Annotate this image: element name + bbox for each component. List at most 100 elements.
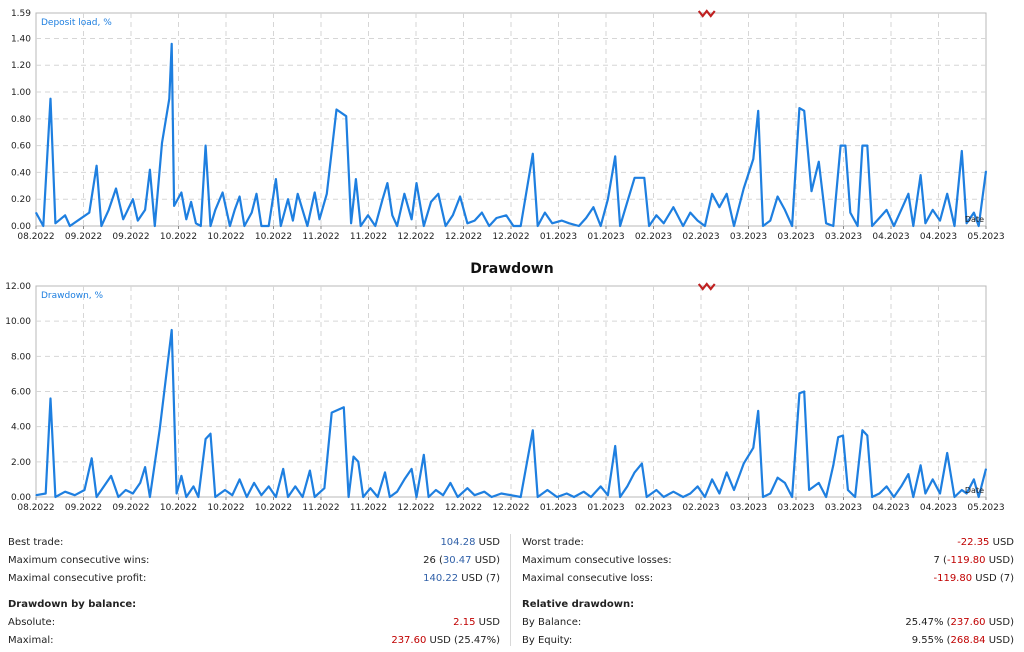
data-point [437, 193, 439, 195]
data-point [318, 218, 321, 220]
data-point [614, 155, 616, 157]
x-tick-label: 10.2022 [255, 503, 292, 513]
data-point [457, 496, 459, 498]
data-point [144, 209, 146, 211]
plot-frame [35, 12, 987, 227]
data-point [280, 225, 282, 227]
data-point [176, 492, 178, 495]
absolute-drawdown-unit: USD [478, 617, 500, 628]
data-point [103, 485, 105, 487]
max-consec-losses-value: -119.80 [946, 555, 986, 566]
data-point [35, 494, 37, 496]
data-point [209, 433, 212, 435]
data-point [224, 489, 226, 491]
data-point [442, 494, 444, 496]
x-tick-label: 04.2023 [920, 232, 957, 242]
data-point [752, 447, 754, 449]
data-point [607, 494, 609, 496]
data-point [466, 487, 468, 489]
y-tick-label: 0.60 [11, 142, 31, 152]
data-point [777, 195, 779, 198]
data-point [520, 496, 522, 498]
data-point [149, 169, 151, 171]
data-point [185, 496, 187, 498]
data-point [474, 220, 476, 222]
by-equity-percent: 9.55% ( [911, 635, 951, 646]
drawdown-chart: 0.00 2.00 4.00 6.00 8.00 10.00 12.00 08.2022 09.… [5, 282, 1004, 513]
data-point [139, 482, 141, 484]
data-point [382, 198, 384, 200]
y-tick-label: 10.00 [5, 317, 31, 327]
data-point [607, 198, 609, 200]
data-point [234, 209, 236, 211]
max-consec-wins-label: Maximum consecutive wins: [8, 555, 150, 566]
data-point [900, 209, 902, 211]
x-tick-label: 12.2022 [445, 503, 482, 513]
y-tick-label: 2.00 [11, 458, 31, 468]
data-point [357, 461, 359, 463]
x-tick-label: 10.2022 [207, 232, 244, 242]
data-point [798, 392, 801, 394]
data-point [777, 477, 779, 479]
data-point [847, 489, 849, 491]
max-consec-wins-unit: USD) [471, 555, 500, 566]
data-point [391, 214, 393, 216]
data-point [726, 193, 728, 195]
absolute-drawdown-row: Absolute: 2.15 USD [8, 614, 500, 632]
x-tick-label: 01.2023 [587, 503, 624, 513]
by-balance-row: By Balance: 25.47% (237.60 USD) [522, 614, 1014, 632]
x-tick-label: 04.2023 [872, 503, 909, 513]
relative-drawdown-heading: Relative drawdown: [522, 599, 635, 610]
data-point [132, 492, 134, 495]
data-point [481, 212, 483, 214]
data-point [854, 496, 856, 498]
max-consec-losses-label: Maximum consecutive losses: [522, 555, 672, 566]
data-point [961, 150, 963, 152]
x-tick-label: 09.2022 [65, 232, 102, 242]
data-point [403, 478, 405, 480]
data-point [117, 496, 119, 498]
data-point [483, 491, 485, 493]
data-point [209, 225, 212, 227]
data-point [474, 494, 476, 496]
data-point [74, 494, 76, 496]
x-tick-label: 03.2023 [825, 503, 862, 513]
data-point [861, 429, 864, 431]
data-point [711, 478, 713, 480]
data-point [973, 212, 975, 214]
x-tick-label: 12.2022 [445, 232, 482, 242]
data-point [893, 496, 895, 498]
data-point [246, 496, 248, 498]
data-point [932, 478, 934, 480]
x-tick-label: 05.2023 [967, 232, 1004, 242]
drawdown-by-balance-heading: Drawdown by balance: [8, 599, 137, 610]
max-consec-losses-unit: USD) [985, 555, 1014, 566]
data-point [190, 201, 192, 203]
data-point [643, 177, 645, 179]
max-consec-wins-row: Maximum consecutive wins: 26 (30.47 USD) [8, 552, 500, 570]
x-tick-label: 03.2023 [777, 503, 814, 513]
data-point [260, 225, 262, 227]
data-point [168, 98, 170, 100]
series-line [35, 42, 988, 228]
data-point [49, 397, 52, 400]
data-point [54, 496, 57, 498]
data-point [743, 187, 745, 190]
data-point [711, 193, 713, 195]
data-point [573, 496, 575, 498]
data-point [350, 222, 352, 224]
maximal-drawdown-value: 237.60 [391, 635, 427, 646]
x-tick-label: 02.2023 [635, 503, 672, 513]
legend-label: Deposit load, % [41, 18, 112, 28]
data-point [243, 225, 245, 227]
y-tick-label: 4.00 [11, 423, 31, 433]
data-point [966, 492, 968, 495]
absolute-drawdown-value: 2.15 [453, 617, 476, 628]
data-point [733, 225, 735, 227]
maximal-consec-profit-value: 140.22 [423, 573, 459, 584]
data-point [180, 191, 182, 194]
data-point [798, 107, 801, 109]
data-point [762, 496, 764, 498]
data-point [260, 494, 262, 496]
data-point [396, 491, 398, 493]
